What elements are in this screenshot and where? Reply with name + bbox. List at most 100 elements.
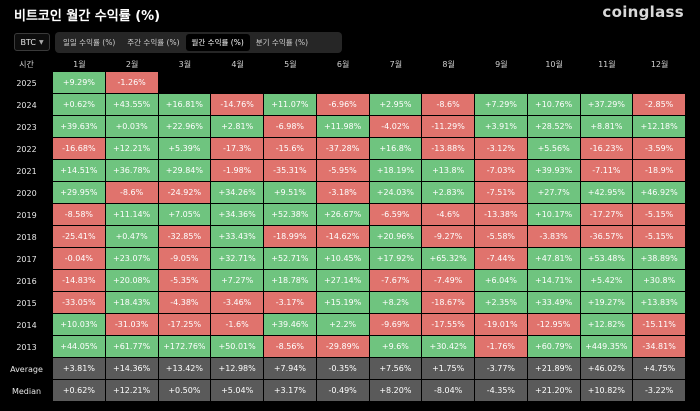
- return-cell: -35.31%: [264, 160, 317, 182]
- return-cell: -9.27%: [422, 226, 475, 248]
- return-cell: -17.55%: [422, 314, 475, 336]
- return-cell: +42.95%: [580, 182, 634, 204]
- month-header: 2월: [125, 59, 139, 69]
- return-cell: -3.17%: [264, 292, 317, 314]
- return-cell: +46.92%: [633, 182, 686, 204]
- return-cell: -5.58%: [475, 226, 528, 248]
- return-cell: +29.84%: [158, 160, 212, 182]
- month-header: 11월: [598, 59, 616, 69]
- return-cell: +12.18%: [633, 116, 686, 138]
- return-cell: +38.89%: [633, 248, 686, 270]
- return-cell: -1.6%: [211, 314, 264, 336]
- return-cell: +47.81%: [527, 248, 581, 270]
- return-cell: [369, 72, 423, 94]
- return-cell: +33.49%: [527, 292, 581, 314]
- return-cell: +52.71%: [264, 248, 317, 270]
- return-cell: +37.29%: [580, 94, 634, 116]
- return-cell: +5.42%: [580, 270, 634, 292]
- year-row: 2014 +10.03% -31.03% -17.25% -1.6% +39.46% +2.…: [0, 314, 686, 336]
- return-cell: +30.8%: [633, 270, 686, 292]
- stat-row: Median +0.62% +12.21% +0.50% +5.04% +3.17% -0.…: [0, 380, 686, 402]
- return-cell: +10.03%: [53, 314, 106, 336]
- return-cell: [422, 72, 475, 94]
- return-cell: -8.6%: [422, 94, 475, 116]
- stat-row: Average +3.81% +14.36% +13.42% +12.98% +7.94%…: [0, 358, 686, 380]
- return-cell: -14.83%: [53, 270, 106, 292]
- year-row: 2020 +29.95% -8.6% -24.92% +34.26% +9.51% -3.1…: [0, 182, 686, 204]
- tab-2[interactable]: 주간 수익률 (%): [127, 38, 180, 47]
- return-cell: +172.76%: [158, 336, 212, 358]
- return-cell: -17.25%: [158, 314, 212, 336]
- return-cell: -18.67%: [422, 292, 475, 314]
- year-row: 2024 +0.62% +43.55% +16.81% -14.76% +11.07% -6…: [0, 94, 686, 116]
- return-cell: [158, 72, 212, 94]
- return-cell: -14.62%: [316, 226, 370, 248]
- year-label: 2014: [16, 320, 37, 330]
- return-cell: -5.95%: [316, 160, 370, 182]
- return-cell: -8.58%: [53, 204, 106, 226]
- tab-3[interactable]: 월간 수익률 (%): [185, 34, 250, 51]
- coinglass-logo[interactable]: coinglass: [602, 3, 684, 21]
- page-title: 비트코인 월간 수익률 (%): [14, 9, 161, 24]
- stat-cell: -8.04%: [422, 380, 475, 402]
- month-header: 3월: [178, 59, 192, 69]
- return-cell: -34.81%: [633, 336, 686, 358]
- stat-label: Average: [10, 364, 43, 374]
- year-label: 2019: [16, 210, 37, 220]
- return-cell: +28.52%: [527, 116, 581, 138]
- tab-4[interactable]: 분기 수익률 (%): [255, 38, 308, 47]
- asset-select[interactable]: BTC ▼: [14, 33, 50, 51]
- return-cell: -1.26%: [105, 72, 159, 94]
- return-cell: +9.51%: [264, 182, 317, 204]
- stat-cell: -0.35%: [316, 358, 370, 380]
- year-row: 2019 -8.58% +11.14% +7.05% +34.36% +52.38% +26…: [0, 204, 686, 226]
- stat-cell: +14.36%: [105, 358, 159, 380]
- return-cell: +3.91%: [475, 116, 528, 138]
- return-cell: +7.27%: [211, 270, 264, 292]
- return-cell: -4.38%: [158, 292, 212, 314]
- return-cell: +14.71%: [527, 270, 581, 292]
- return-cell: -14.76%: [211, 94, 264, 116]
- year-row: 2017 -0.04% +23.07% -9.05% +32.71% +52.71% +10…: [0, 248, 686, 270]
- return-cell: +18.19%: [369, 160, 423, 182]
- year-row: 2025 +9.29% -1.26%: [0, 72, 686, 94]
- return-cell: [580, 72, 634, 94]
- stat-cell: -3.77%: [475, 358, 528, 380]
- return-cell: +8.2%: [369, 292, 423, 314]
- return-cell: -9.69%: [369, 314, 423, 336]
- year-row: 2015 -33.05% +18.43% -4.38% -3.46% -3.17% +15.…: [0, 292, 686, 314]
- return-cell: +34.36%: [211, 204, 264, 226]
- return-cell: [264, 72, 317, 94]
- return-cell: -1.76%: [475, 336, 528, 358]
- year-label: 2024: [16, 100, 37, 110]
- return-cell: +33.43%: [211, 226, 264, 248]
- year-label: 2021: [16, 166, 37, 176]
- return-cell: -7.03%: [475, 160, 528, 182]
- return-cell: -5.15%: [633, 204, 686, 226]
- stat-cell: +3.17%: [264, 380, 317, 402]
- stat-cell: +21.89%: [527, 358, 581, 380]
- return-cell: -12.95%: [527, 314, 581, 336]
- return-cell: -5.35%: [158, 270, 212, 292]
- table-header-row: 시간 1월 2월 3월 4월 5월 6월 7월 8월 9월 10월 11월 12월: [0, 56, 686, 72]
- return-cell: +11.98%: [316, 116, 370, 138]
- return-cell: +23.07%: [105, 248, 159, 270]
- return-cell: -5.15%: [633, 226, 686, 248]
- return-cell: -18.9%: [633, 160, 686, 182]
- stat-cell: -4.35%: [475, 380, 528, 402]
- return-cell: +24.03%: [369, 182, 423, 204]
- monthly-returns-table: 시간 1월 2월 3월 4월 5월 6월 7월 8월 9월 10월 11월 12월 2025 +9.29…: [0, 56, 686, 402]
- return-cell: -19.01%: [475, 314, 528, 336]
- return-cell: +32.71%: [211, 248, 264, 270]
- return-cell: -17.3%: [211, 138, 264, 160]
- return-cell: +0.03%: [105, 116, 159, 138]
- return-cell: -16.68%: [53, 138, 106, 160]
- return-cell: +52.38%: [264, 204, 317, 226]
- return-cell: +7.29%: [475, 94, 528, 116]
- return-cell: -29.89%: [316, 336, 370, 358]
- chevron-down-icon: ▼: [38, 38, 44, 46]
- return-cell: -6.96%: [316, 94, 370, 116]
- return-cell: -4.02%: [369, 116, 423, 138]
- tab-1[interactable]: 일일 수익률 (%): [63, 38, 116, 47]
- return-cell: +12.82%: [580, 314, 634, 336]
